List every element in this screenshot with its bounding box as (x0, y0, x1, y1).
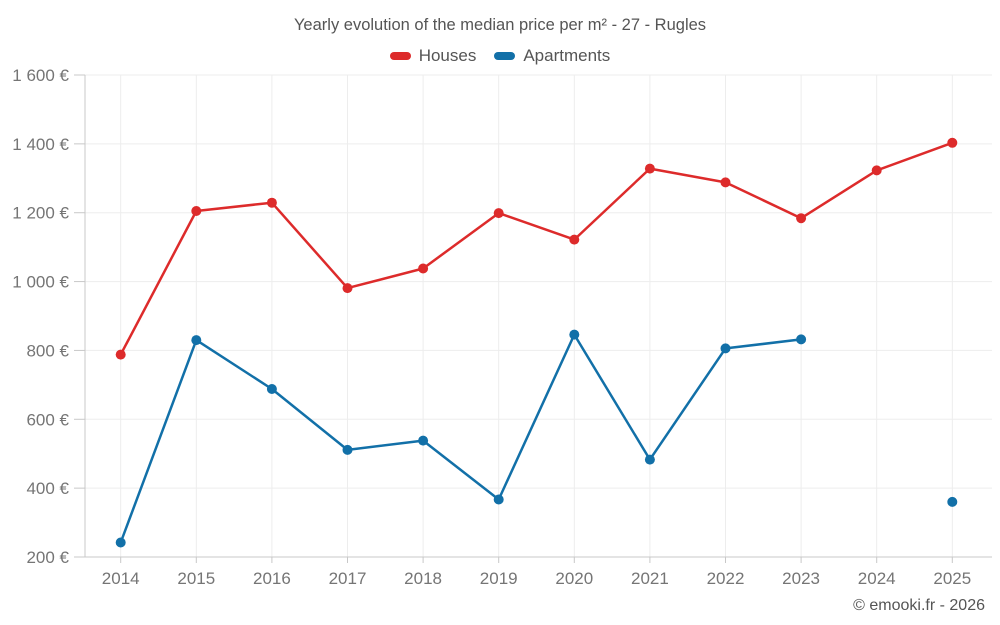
point-houses-2017[interactable] (342, 283, 353, 294)
point-apartments-2023[interactable] (796, 334, 807, 345)
point-apartments-2021[interactable] (644, 454, 655, 465)
watermark: © emooki.fr - 2026 (853, 597, 985, 614)
point-houses-2015[interactable] (191, 206, 202, 216)
point-houses-2019[interactable] (493, 208, 504, 219)
point-houses-2021[interactable] (644, 163, 655, 174)
legend-item-houses[interactable]: Houses (389, 46, 477, 66)
point-houses-2024[interactable] (871, 165, 882, 176)
y-tick-label: 400 € (26, 479, 69, 498)
x-tick-label: 2017 (329, 569, 367, 588)
y-tick-label: 600 € (26, 410, 69, 429)
x-tick-label: 2020 (555, 569, 593, 588)
point-houses-2025[interactable] (947, 137, 958, 148)
x-tick-label: 2019 (480, 569, 518, 588)
line-apartments (121, 335, 953, 543)
point-houses-2016[interactable] (266, 197, 277, 208)
point-apartments-2020[interactable] (569, 329, 580, 340)
x-tick-label: 2025 (933, 569, 971, 588)
point-apartments-2022[interactable] (720, 343, 731, 354)
legend-label: Houses (418, 46, 477, 65)
point-apartments-2025[interactable] (947, 496, 958, 507)
x-tick-label: 2022 (707, 569, 745, 588)
x-tick-label: 2016 (253, 569, 291, 588)
point-apartments-2016[interactable] (266, 384, 277, 394)
point-houses-2018[interactable] (418, 263, 429, 274)
y-tick-label: 1 200 € (12, 204, 69, 223)
page-title: Yearly evolution of the median price per… (293, 16, 707, 34)
legend-item-apartments[interactable]: Apartments (494, 46, 610, 66)
chart-legend: Houses Apartments (0, 46, 1000, 66)
point-houses-2014[interactable] (115, 349, 126, 360)
legend-label: Apartments (523, 46, 611, 65)
y-tick-label: 1 000 € (12, 273, 69, 292)
y-tick-label: 1 600 € (12, 66, 69, 85)
point-apartments-2014[interactable] (115, 537, 126, 548)
x-tick-label: 2024 (858, 569, 896, 588)
x-tick-label: 2018 (404, 569, 442, 588)
legend-swatch-icon (389, 52, 411, 60)
line-houses (119, 141, 954, 356)
legend-swatch-icon (494, 52, 516, 60)
point-apartments-2017[interactable] (342, 444, 353, 455)
y-tick-label: 1 400 € (12, 135, 69, 154)
x-tick-label: 2015 (177, 569, 215, 588)
y-tick-label: 200 € (26, 548, 69, 567)
y-tick-label: 800 € (26, 341, 69, 360)
x-tick-label: 2014 (102, 569, 140, 588)
point-houses-2022[interactable] (720, 177, 731, 188)
point-apartments-2015[interactable] (191, 335, 202, 346)
point-apartments-2018[interactable] (418, 435, 429, 446)
point-apartments-2019[interactable] (493, 494, 504, 505)
x-tick-label: 2021 (631, 569, 669, 588)
point-houses-2023[interactable] (796, 213, 807, 224)
point-houses-2020[interactable] (569, 234, 580, 245)
x-tick-label: 2023 (782, 569, 820, 588)
